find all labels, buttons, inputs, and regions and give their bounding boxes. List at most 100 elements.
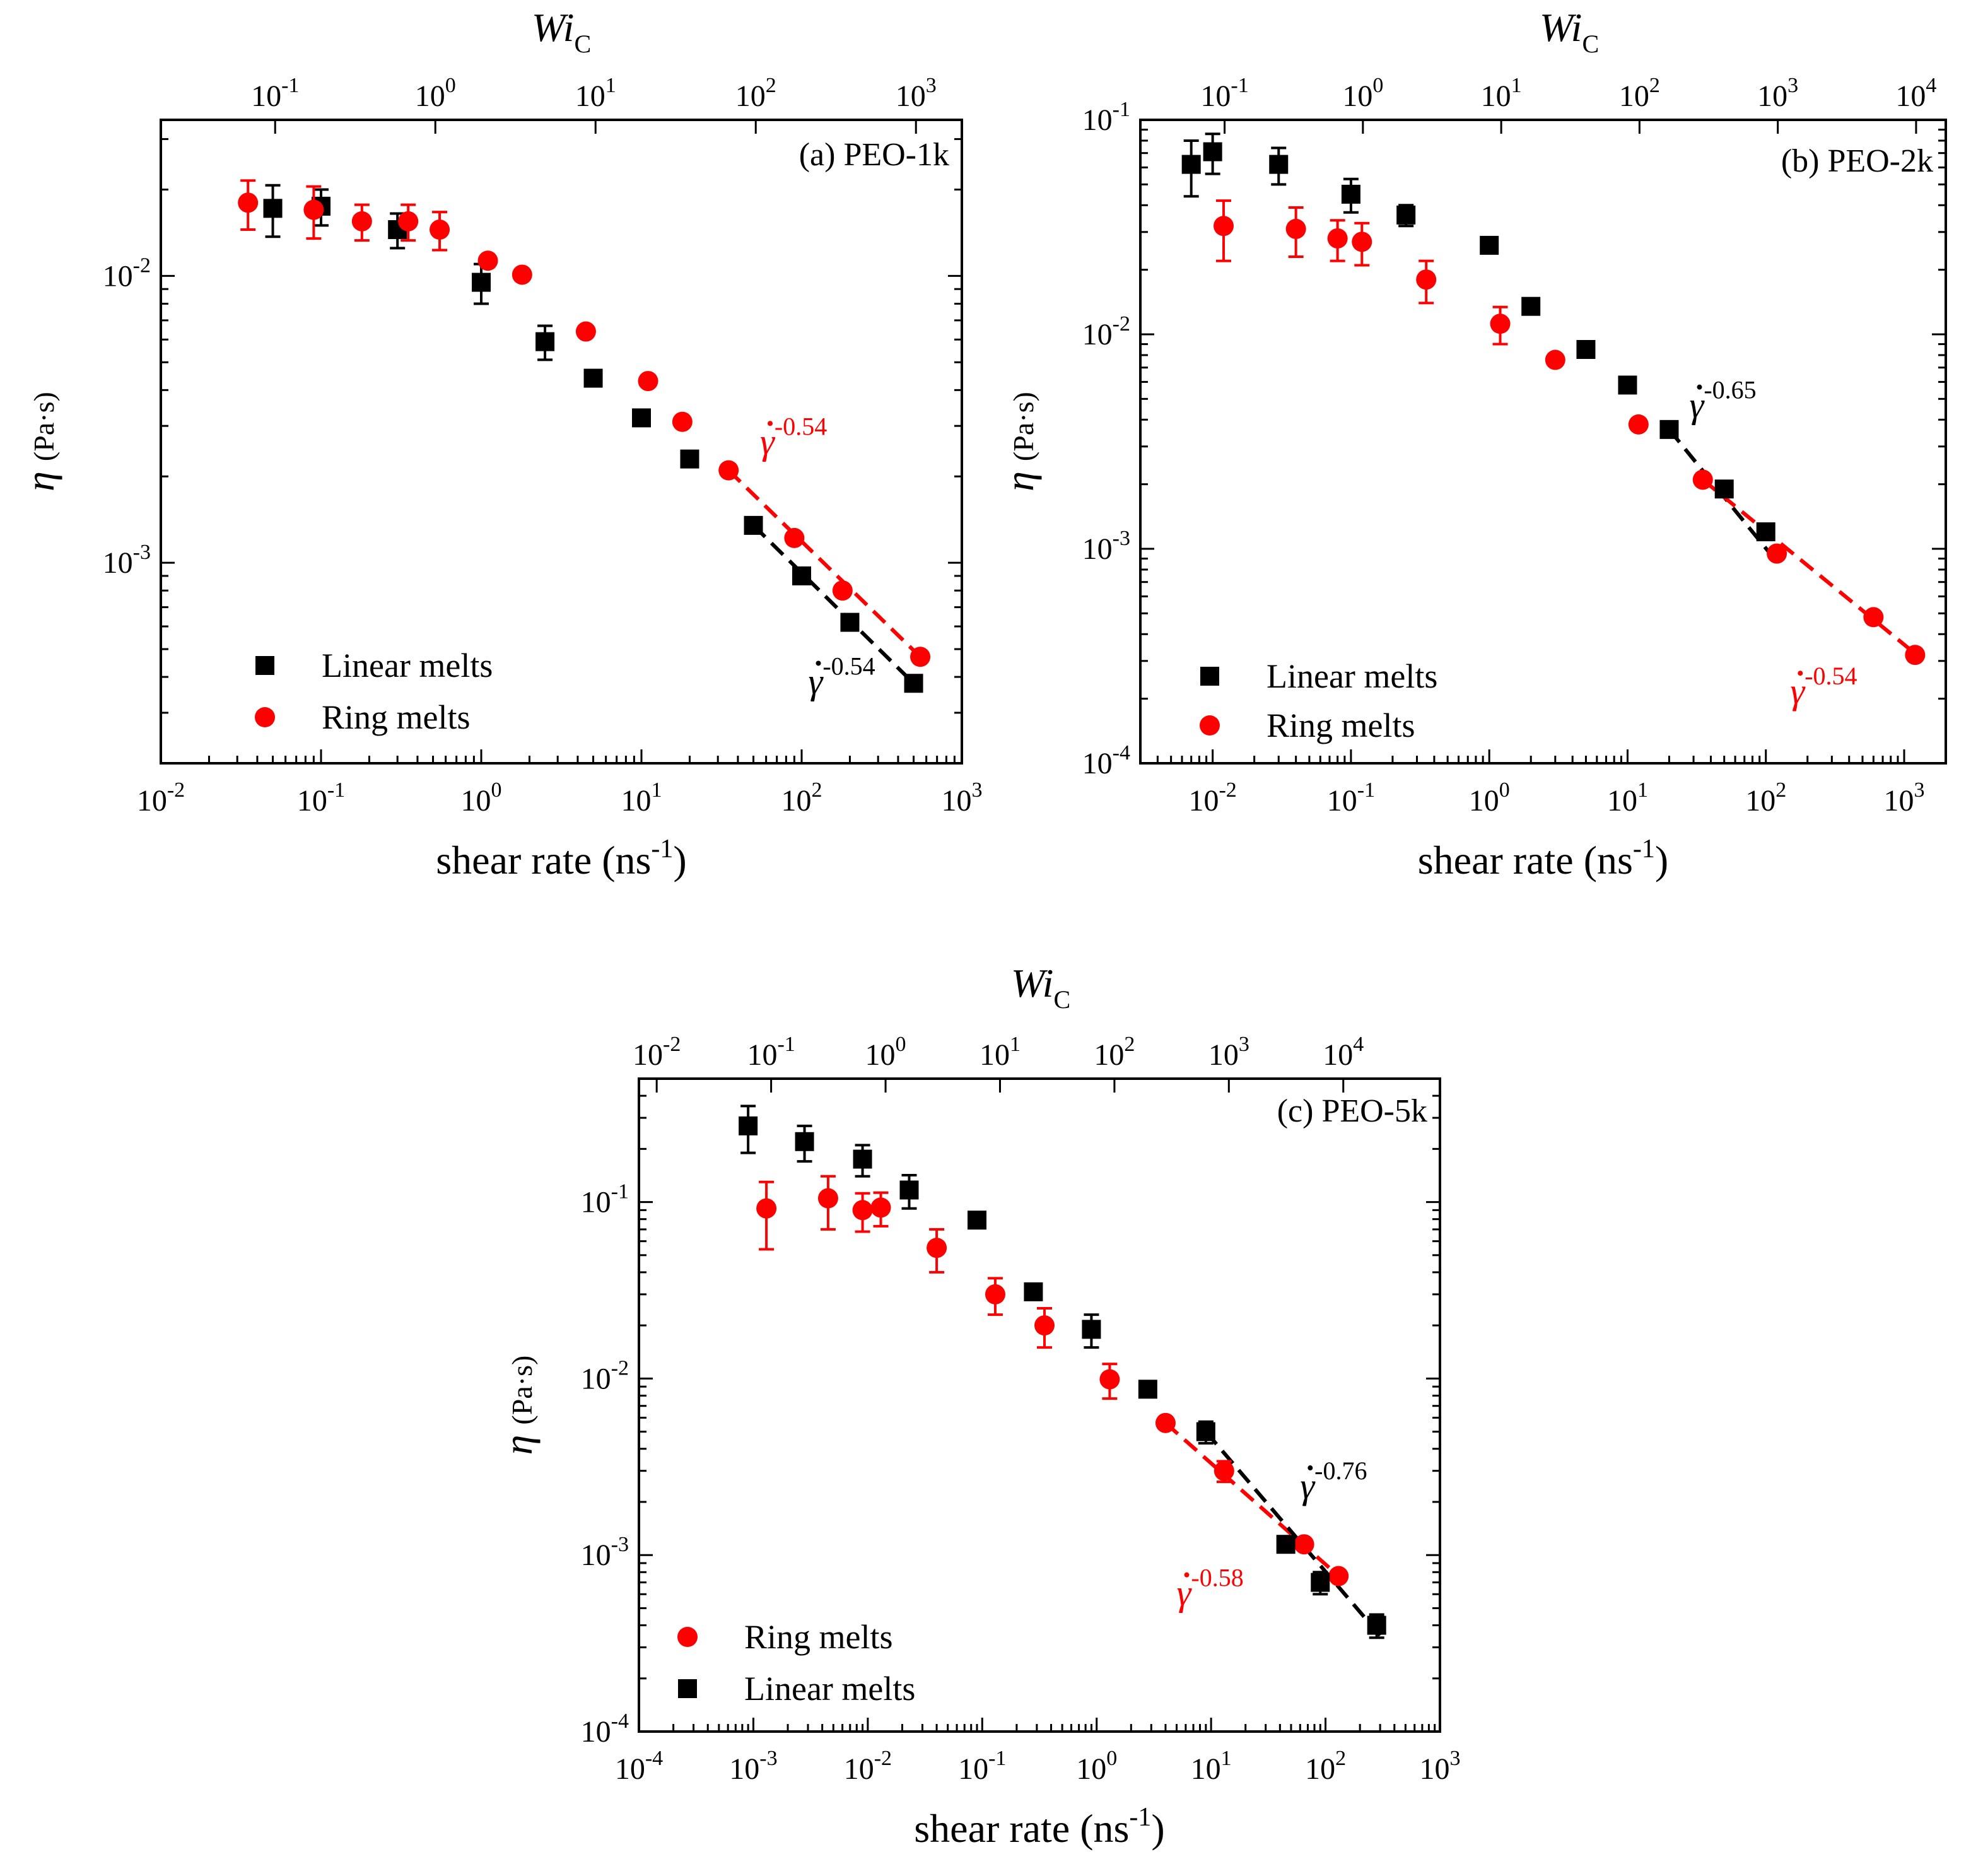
fit-label: γ-0.58 (1177, 1564, 1244, 1614)
legend-label: Linear melts (322, 647, 493, 684)
data-point (1214, 1460, 1234, 1481)
data-point (1214, 216, 1234, 237)
data-point (430, 220, 450, 240)
data-point (1269, 155, 1289, 174)
x-tick-label: 100 (461, 778, 502, 818)
y-tick-label: 10-2 (581, 1356, 629, 1395)
legend-marker (255, 707, 275, 727)
legend-label: Ring melts (322, 698, 471, 736)
legend-label: Linear melts (744, 1670, 915, 1708)
data-point (1196, 1422, 1215, 1441)
top-axis-title: WiC (1011, 961, 1070, 1014)
data-point (1327, 228, 1348, 249)
panel-label: (a) PEO-1k (799, 137, 949, 173)
y-tick-label: 10-2 (103, 254, 151, 293)
fit-label: γ-0.65 (1690, 376, 1757, 426)
data-point (1294, 1534, 1314, 1555)
data-point (1692, 469, 1713, 490)
x-tick-label: 10-2 (137, 778, 185, 818)
y-axis-title: η (Pa·s) (997, 392, 1042, 491)
data-point (927, 1238, 947, 1258)
x-tick-label: 10-1 (297, 778, 345, 818)
data-point (238, 192, 259, 213)
data-point (744, 515, 763, 535)
legend-marker (255, 656, 274, 675)
data-point (1352, 232, 1372, 252)
data-point (1138, 1380, 1157, 1399)
data-point (1576, 339, 1596, 359)
x-tick-label: 101 (1607, 778, 1648, 818)
x-tick-label: 10-3 (729, 1747, 777, 1786)
fit-line (752, 524, 915, 685)
data-point (1311, 1573, 1330, 1592)
data-point (899, 1180, 919, 1200)
top-tick-label: 102 (1094, 1033, 1135, 1072)
data-point (1905, 645, 1926, 665)
top-tick-label: 100 (1342, 74, 1383, 113)
fit-label-dot (1798, 671, 1803, 676)
data-point (1863, 607, 1884, 628)
top-tick-label: 102 (1619, 74, 1660, 113)
fit-label: γ-0.54 (760, 412, 827, 462)
top-axis-title: WiC (1540, 5, 1599, 58)
y-tick-label: 10-1 (1082, 98, 1130, 137)
data-point (985, 1284, 1005, 1304)
fit-label: γ-0.54 (809, 652, 875, 701)
x-tick-label: 103 (1420, 1747, 1461, 1786)
data-point (910, 647, 931, 667)
data-point (718, 460, 739, 481)
panel-label: (b) PEO-2k (1781, 143, 1933, 179)
y-tick-label: 10-2 (1082, 312, 1130, 351)
fit-line (727, 469, 922, 659)
y-tick-label: 10-3 (103, 541, 151, 580)
top-tick-label: 103 (1757, 74, 1798, 113)
x-tick-label: 10-2 (1188, 778, 1236, 818)
x-tick-label: 101 (1191, 1747, 1232, 1786)
fit-line (1164, 1421, 1344, 1581)
legend-marker (1200, 715, 1220, 736)
data-point (1480, 235, 1499, 255)
top-tick-label: 101 (575, 74, 616, 113)
data-point (1099, 1369, 1120, 1390)
data-point (1155, 1412, 1176, 1433)
fit-label-dot (1184, 1572, 1190, 1578)
x-axis-title: shear rate (ns-1) (914, 1803, 1164, 1851)
data-point (1714, 479, 1734, 499)
x-axis-title: shear rate (ns-1) (1418, 835, 1668, 882)
top-tick-label: 103 (1208, 1033, 1249, 1072)
series-ring-melts (756, 1175, 1349, 1586)
y-tick-label: 10-4 (1082, 741, 1130, 780)
data-point (870, 1197, 891, 1218)
series-linear-melts (739, 1105, 1386, 1639)
data-point (904, 674, 923, 693)
data-point (1490, 314, 1511, 334)
y-tick-label: 10-1 (581, 1180, 629, 1219)
data-point (1416, 269, 1437, 290)
top-tick-label: 100 (865, 1033, 906, 1072)
data-point (1276, 1535, 1296, 1554)
x-axis-title: shear rate (ns-1) (436, 835, 686, 882)
data-point (832, 580, 853, 601)
data-point (792, 566, 811, 585)
legend-label: Ring melts (744, 1618, 893, 1656)
data-point (472, 273, 491, 292)
y-tick-label: 10-3 (581, 1533, 629, 1572)
data-point (853, 1149, 872, 1169)
data-point (1618, 375, 1637, 395)
data-point (1659, 419, 1679, 439)
data-point (852, 1200, 873, 1221)
x-tick-label: 102 (1745, 778, 1786, 818)
x-tick-label: 103 (942, 778, 983, 818)
data-point (672, 411, 693, 432)
data-point (263, 199, 283, 218)
data-point (1367, 1615, 1386, 1635)
x-tick-label: 102 (1305, 1747, 1346, 1786)
fit-label-dot (768, 421, 773, 426)
x-tick-label: 10-4 (615, 1747, 663, 1786)
data-point (1396, 205, 1416, 225)
legend-label: Linear melts (1266, 657, 1437, 695)
top-tick-label: 100 (415, 74, 456, 113)
top-tick-label: 101 (980, 1033, 1021, 1072)
top-axis-title: WiC (532, 5, 591, 58)
